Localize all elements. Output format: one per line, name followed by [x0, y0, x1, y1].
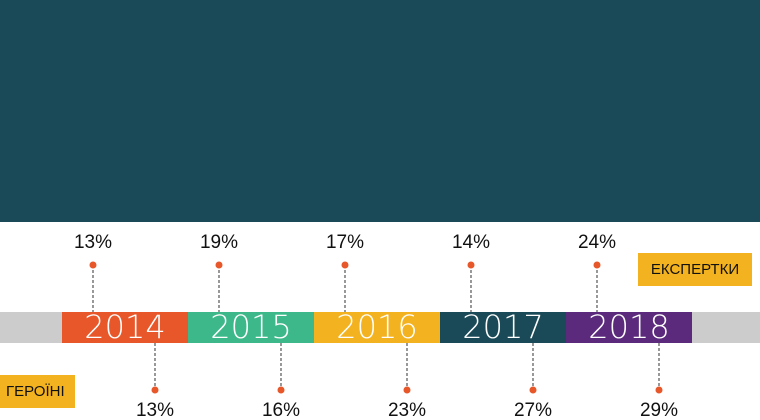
experts-value: 19% — [200, 232, 238, 253]
experts-value: 14% — [452, 232, 490, 253]
dot — [467, 261, 475, 269]
heroines-value: 13% — [136, 400, 174, 420]
year-label: 2014 — [84, 308, 165, 346]
year-segment — [314, 312, 440, 343]
heroines-value: 16% — [262, 400, 300, 420]
dot — [215, 261, 223, 269]
dot — [341, 261, 349, 269]
heroines-value: 29% — [640, 400, 678, 420]
year-label: 2018 — [588, 308, 669, 346]
year-segment — [188, 312, 314, 343]
experts-tag-box — [638, 253, 752, 286]
heroines-value: 23% — [388, 400, 426, 420]
dot — [403, 386, 411, 394]
dot — [89, 261, 97, 269]
dot — [151, 386, 159, 394]
experts-value: 24% — [578, 232, 616, 253]
dot — [529, 386, 537, 394]
dot — [593, 261, 601, 269]
dot — [277, 386, 285, 394]
dot — [655, 386, 663, 394]
heroines-tag-box — [0, 375, 75, 408]
experts-tag: ЕКСПЕРТКИ — [651, 261, 739, 278]
year-segment — [566, 312, 692, 343]
experts-value: 13% — [74, 232, 112, 253]
heroines-value: 27% — [514, 400, 552, 420]
header-band — [0, 0, 760, 222]
year-label: 2016 — [336, 308, 417, 346]
year-label: 2017 — [462, 308, 543, 346]
year-segment — [62, 312, 188, 343]
year-label: 2015 — [210, 308, 291, 346]
heroines-tag: ГЕРОЇНІ — [6, 383, 65, 400]
year-segment — [440, 312, 566, 343]
experts-value: 17% — [326, 232, 364, 253]
